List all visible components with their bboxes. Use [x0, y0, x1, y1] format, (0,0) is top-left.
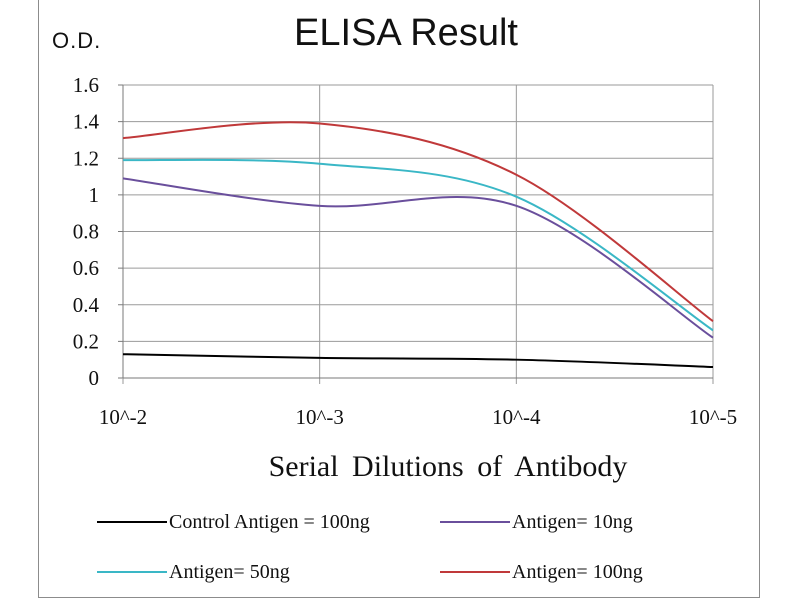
series-line-100ng — [122, 121, 714, 323]
legend-item-10ng: Antigen= 10ng — [440, 507, 633, 537]
y-tick-label: 1 — [89, 183, 100, 207]
x-tick-label: 10^-4 — [492, 405, 541, 429]
y-tick-label: 1.6 — [73, 73, 99, 97]
series-line-10ng — [122, 177, 714, 339]
x-axis-label: Serial Dilutions of Antibody — [268, 450, 628, 483]
y-tick-label: 1.2 — [73, 146, 99, 170]
y-tick-label: 0.6 — [73, 256, 99, 280]
chart-frame — [38, 0, 760, 598]
chart-title: ELISA Result — [294, 12, 518, 54]
legend-item-100ng: Antigen= 100ng — [440, 557, 643, 587]
legend-swatch-control — [97, 521, 167, 523]
y-axis-label: O.D. — [52, 28, 102, 53]
series-line-50ng — [122, 158, 714, 332]
series-line-control — [122, 353, 714, 369]
x-tick-label: 10^-5 — [689, 405, 737, 429]
y-tick-label: 0.2 — [73, 329, 99, 353]
legend-label-100ng: Antigen= 100ng — [512, 560, 643, 583]
y-tick-label: 0 — [89, 366, 100, 390]
legend-label-control: Control Antigen = 100ng — [169, 510, 370, 533]
y-tick-label: 0.4 — [73, 293, 100, 317]
legend-item-50ng: Antigen= 50ng — [97, 557, 290, 587]
legend-swatch-10ng — [440, 521, 510, 523]
legend-swatch-100ng — [440, 571, 510, 573]
x-tick-label: 10^-2 — [99, 405, 147, 429]
legend-item-control: Control Antigen = 100ng — [97, 507, 370, 537]
legend-swatch-50ng — [97, 571, 167, 573]
y-tick-label: 0.8 — [73, 220, 99, 244]
y-tick-label: 1.4 — [73, 110, 100, 134]
legend-label-10ng: Antigen= 10ng — [512, 510, 633, 533]
x-tick-label: 10^-3 — [295, 405, 343, 429]
legend-label-50ng: Antigen= 50ng — [169, 560, 290, 583]
